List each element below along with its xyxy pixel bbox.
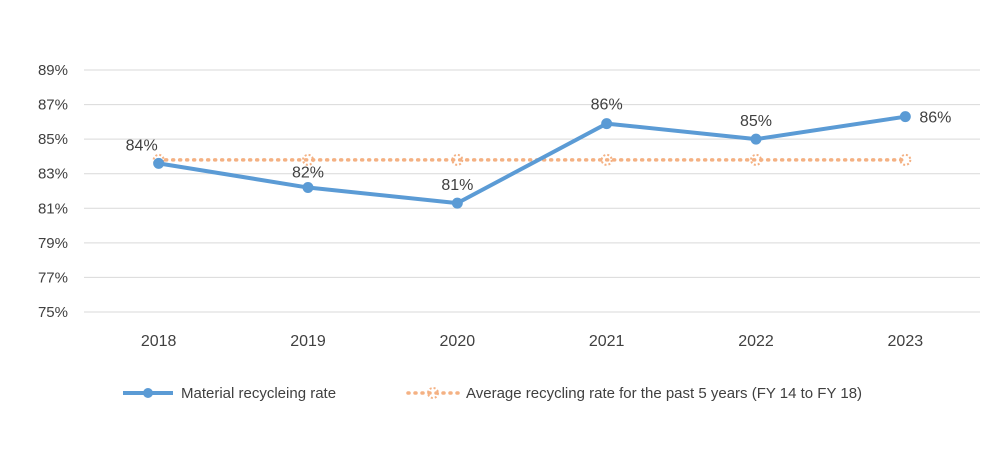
average-point xyxy=(750,153,762,166)
series-group xyxy=(152,111,912,209)
data-label: 86% xyxy=(591,97,623,114)
y-tick-label: 75% xyxy=(38,304,68,321)
x-tick-label: 2019 xyxy=(290,333,326,350)
material-point xyxy=(302,182,314,194)
x-tick-label: 2020 xyxy=(440,333,476,350)
legend-label-average: Average recycling rate for the past 5 ye… xyxy=(466,385,862,402)
material-point xyxy=(750,133,762,145)
y-tick-label: 79% xyxy=(38,235,68,252)
x-tick-label: 2023 xyxy=(888,333,924,350)
y-tick-label: 87% xyxy=(38,97,68,114)
legend-label-material: Material recycleing rate xyxy=(181,385,336,402)
series-line-material xyxy=(158,114,906,206)
data-label: 86% xyxy=(919,110,951,127)
y-tick-label: 83% xyxy=(38,166,68,183)
gridlines xyxy=(84,69,980,313)
material-point xyxy=(153,157,165,169)
y-tick-label: 89% xyxy=(38,62,68,79)
x-tick-label: 2021 xyxy=(589,333,625,350)
material-point xyxy=(899,111,911,123)
x-tick-label: 2018 xyxy=(141,333,177,350)
y-tick-label: 85% xyxy=(38,131,68,148)
average-point xyxy=(302,153,314,166)
x-axis-tick-labels: 2018 2019 2020 2021 2022 2023 xyxy=(141,333,923,350)
legend: Material recycleing rate Average recyclin… xyxy=(123,385,862,402)
average-point xyxy=(899,153,912,166)
y-axis-tick-labels: 75% 77% 79% 81% 83% 85% 87% 89% xyxy=(38,62,68,321)
y-tick-label: 81% xyxy=(38,200,68,217)
data-labels: 84% 82% 81% 86% 85% 86% xyxy=(126,97,952,195)
material-point xyxy=(601,118,613,130)
data-label: 81% xyxy=(441,177,473,194)
y-tick-label: 77% xyxy=(38,269,68,286)
legend-marker-average xyxy=(427,387,439,399)
data-label: 84% xyxy=(126,137,158,154)
average-point xyxy=(152,153,165,166)
material-point xyxy=(451,197,463,209)
data-label: 82% xyxy=(292,165,324,182)
legend-marker-material xyxy=(143,388,153,398)
data-label: 85% xyxy=(740,113,772,130)
average-point xyxy=(451,153,464,166)
average-point xyxy=(600,153,613,166)
x-tick-label: 2022 xyxy=(738,333,774,350)
